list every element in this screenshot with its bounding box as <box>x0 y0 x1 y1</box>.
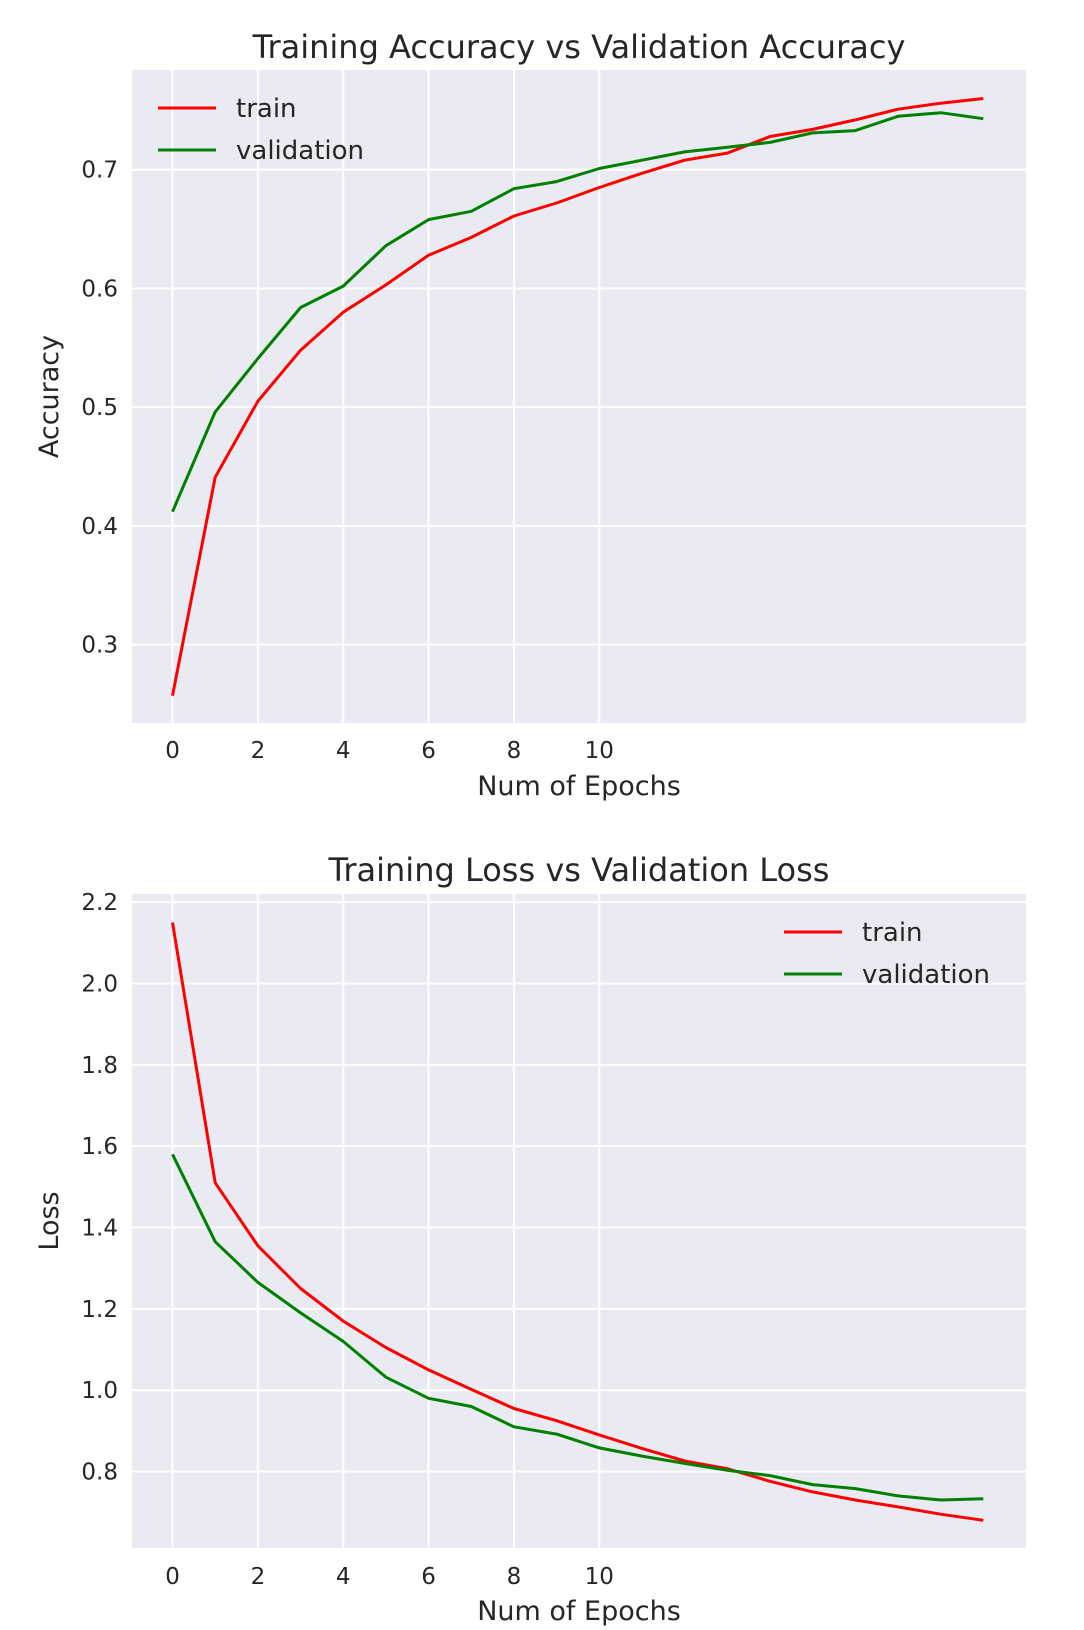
y-tick-label: 2.2 <box>81 890 118 916</box>
series-line-train <box>171 922 984 1522</box>
x-tick-label: 0 <box>165 738 180 764</box>
y-tick-label: 1.4 <box>81 1216 118 1242</box>
chart-2: 0.8 1.0 1.2 1.4 1.6 1.8 2.0 2.2 0 2 4 6 8 10 Training … <box>34 851 1026 1627</box>
legend-label-train: train <box>236 94 297 124</box>
y-tick-label: 1.8 <box>81 1053 118 1079</box>
y-tick-label: 1.2 <box>81 1297 118 1323</box>
chart-1: 0.3 0.4 0.5 0.6 0.7 0 2 4 6 8 10 Training Accuracy … <box>34 28 1026 802</box>
x-tick-label: 8 <box>507 738 522 764</box>
plot-area <box>132 70 1026 723</box>
x-tick-label: 4 <box>336 738 351 764</box>
x-tick-label: 8 <box>507 1564 522 1590</box>
x-tick-label: 6 <box>421 1564 436 1590</box>
x-tick-label: 0 <box>165 1564 180 1590</box>
x-tick-label: 2 <box>251 1564 266 1590</box>
legend-label-validation: validation <box>862 960 990 990</box>
x-tick-label: 2 <box>251 738 266 764</box>
series-line-validation <box>171 111 984 513</box>
x-axis-label: Num of Epochs <box>477 771 681 802</box>
y-tick-label: 0.5 <box>81 395 118 421</box>
legend: train validation <box>158 94 364 166</box>
y-tick-label: 0.8 <box>81 1460 118 1486</box>
legend-label-validation: validation <box>236 136 364 166</box>
chart-title: Training Loss vs Validation Loss <box>328 851 830 889</box>
chart-title: Training Accuracy vs Validation Accuracy <box>252 28 906 66</box>
y-tick-label: 0.7 <box>81 158 118 184</box>
y-tick-label: 0.4 <box>81 514 118 540</box>
y-tick-label: 1.0 <box>81 1378 118 1404</box>
x-tick-label: 10 <box>585 738 614 764</box>
x-axis-label: Num of Epochs <box>477 1596 681 1627</box>
x-tick-label: 10 <box>585 1564 614 1590</box>
x-tick-label: 6 <box>421 738 436 764</box>
y-tick-label: 0.3 <box>81 633 118 659</box>
y-axis-label: Accuracy <box>34 335 65 458</box>
y-tick-label: 0.6 <box>81 276 118 302</box>
legend-label-train: train <box>862 918 923 948</box>
y-axis-label: Loss <box>34 1191 65 1250</box>
legend: train validation <box>784 918 990 990</box>
series-line-train <box>171 97 984 696</box>
y-tick-label: 1.6 <box>81 1134 118 1160</box>
series-line-validation <box>171 1153 984 1502</box>
x-tick-label: 4 <box>336 1564 351 1590</box>
plot-area <box>132 894 1026 1548</box>
y-tick-label: 2.0 <box>81 971 118 997</box>
